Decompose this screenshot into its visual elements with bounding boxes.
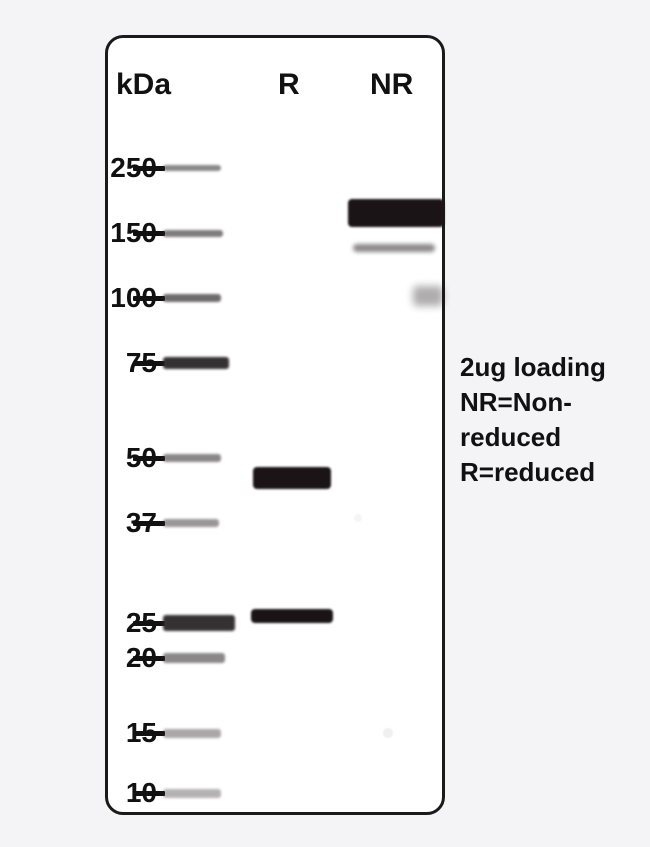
ladder-tick-mark [133,791,165,796]
ladder-tick-mark [133,361,165,366]
ladder-tick-mark [133,456,165,461]
ladder-band [163,294,221,302]
ladder-band [163,230,223,237]
band-reduced [251,609,333,623]
ladder-band [163,357,229,369]
gel-frame: kDa R NR 25015010075503725201510 [105,35,445,815]
annot-line-3: reduced [460,420,606,455]
ladder-tick-mark [133,621,165,626]
annot-line-2: NR=Non- [460,385,606,420]
kda-axis-label: kDa [116,68,171,102]
band-nonreduced [413,286,443,306]
annot-line-4: R=reduced [460,455,606,490]
annot-line-1: 2ug loading [460,350,606,385]
ladder-band [163,789,221,798]
band-nonreduced [348,199,444,227]
ladder-tick-mark [133,231,165,236]
ladder-tick-mark [133,521,165,526]
side-annotation: 2ug loading NR=Non- reduced R=reduced [460,350,606,490]
ladder-band [163,454,221,462]
ladder-band [163,519,219,527]
ladder-tick-mark [133,166,165,171]
lane-header-nonreduced: NR [370,68,413,102]
ladder-tick-mark [133,656,165,661]
ladder-band [163,729,221,738]
lane-header-reduced: R [278,68,300,102]
ladder-band [163,615,235,631]
ladder-band [163,165,221,171]
ladder-tick-mark [133,731,165,736]
ladder-tick-mark [133,296,165,301]
ladder-band [163,653,225,663]
band-reduced [253,467,331,489]
band-nonreduced [353,244,435,252]
gel-noise-overlay [108,38,442,812]
